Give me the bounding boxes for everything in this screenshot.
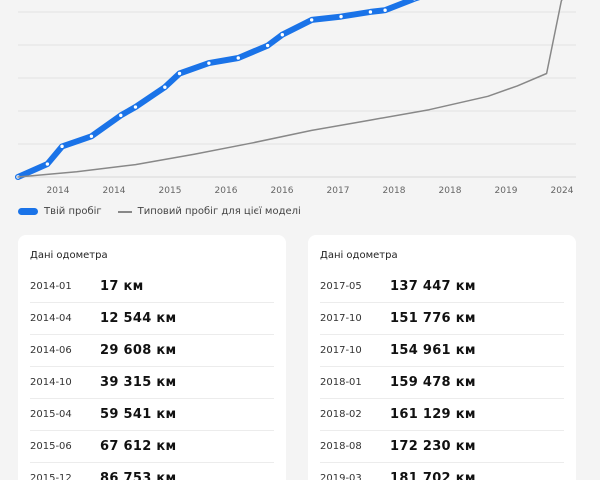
table-row: 2017-10 151 776 км: [320, 303, 564, 335]
legend-swatch-typical: [117, 210, 132, 213]
row-date: 2019-03: [320, 473, 362, 480]
table-row: 2017-10 154 961 км: [320, 335, 564, 367]
table-row: 2018-01 159 478 км: [320, 367, 564, 399]
data-point: [132, 104, 139, 110]
row-date: 2015-12: [30, 473, 72, 480]
data-point: [59, 143, 65, 150]
x-tick-label: 2016: [271, 186, 294, 196]
row-date: 2017-10: [320, 313, 362, 324]
x-tick-label: 2014: [103, 186, 126, 196]
x-tick-label: 2024: [551, 186, 574, 196]
mileage-chart-svg: 2014 2014 2015 2016 2016 2017 2018 2018 2019 2024: [15, 0, 576, 196]
data-point: [382, 7, 388, 13]
x-tick-label: 2018: [383, 186, 406, 196]
card-title: Дані одометра: [320, 250, 398, 261]
row-date: 2017-10: [320, 345, 362, 356]
row-km: 86 753 км: [100, 471, 177, 480]
row-km: 59 541 км: [100, 407, 177, 422]
data-point: [44, 161, 51, 167]
row-km: 137 447 км: [390, 279, 476, 294]
table-row: 2014-10 39 315 км: [30, 367, 274, 399]
data-point: [338, 13, 344, 20]
row-km: 67 612 км: [100, 439, 177, 454]
data-point: [308, 17, 315, 23]
legend-label-typical: Типовий пробіг для цієї моделі: [137, 206, 301, 217]
table-row: 2014-04 12 544 км: [30, 303, 274, 335]
chart-legend: Твій пробіг Типовий пробіг для цієї моде…: [18, 206, 301, 217]
table-row: 2017-05 137 447 км: [320, 271, 564, 303]
row-km: 154 961 км: [390, 343, 476, 358]
table-row: 2019-03 181 702 км: [320, 463, 564, 480]
table-row: 2015-12 86 753 км: [30, 463, 274, 480]
row-date: 2014-04: [30, 313, 72, 324]
x-tick-label: 2017: [327, 186, 350, 196]
row-km: 151 776 км: [390, 311, 476, 326]
table-row: 2018-02 161 129 км: [320, 399, 564, 431]
odometer-card-left: Дані одометра 2014-01 17 км 2014-04 12 544…: [18, 235, 286, 480]
card-title: Дані одометра: [30, 250, 108, 261]
table-row: 2015-06 67 612 км: [30, 431, 274, 463]
series-line-user: [15, 0, 421, 180]
row-km: 12 544 км: [100, 311, 177, 326]
row-km: 159 478 км: [390, 375, 476, 390]
x-tick-label: 2019: [495, 186, 518, 196]
data-point: [412, 0, 417, 2]
data-point: [367, 9, 374, 15]
data-point: [235, 55, 241, 61]
data-point: [118, 112, 124, 119]
row-date: 2014-01: [30, 281, 72, 292]
row-date: 2018-01: [320, 377, 362, 388]
data-point: [264, 42, 271, 49]
data-point: [176, 70, 183, 77]
x-tick-label: 2014: [47, 186, 70, 196]
row-km: 161 129 км: [390, 407, 476, 422]
data-point: [162, 84, 168, 90]
table-row: 2015-04 59 541 км: [30, 399, 274, 431]
row-km: 17 км: [100, 279, 144, 294]
row-km: 39 315 км: [100, 375, 177, 390]
x-tick-label: 2016: [215, 186, 238, 196]
row-km: 172 230 км: [390, 439, 476, 454]
legend-label-user: Твій пробіг: [44, 206, 102, 217]
row-date: 2018-02: [320, 409, 362, 420]
table-row: 2018-08 172 230 км: [320, 431, 564, 463]
data-point: [88, 133, 95, 140]
mileage-chart: 2014 2014 2015 2016 2016 2017 2018 2018 2019 2024…: [0, 0, 600, 230]
row-km: 29 608 км: [100, 343, 177, 358]
row-date: 2015-04: [30, 409, 72, 420]
table-row: 2014-06 29 608 км: [30, 335, 274, 367]
row-date: 2014-06: [30, 345, 72, 356]
row-date: 2017-05: [320, 281, 362, 292]
data-point: [279, 32, 286, 38]
odometer-card-right: Дані одометра 2017-05 137 447 км 2017-10 1…: [308, 235, 576, 480]
row-km: 181 702 км: [390, 471, 476, 480]
row-date: 2015-06: [30, 441, 72, 452]
row-date: 2014-10: [30, 377, 72, 388]
x-tick-label: 2015: [159, 186, 182, 196]
x-tick-label: 2018: [439, 186, 462, 196]
series-line-typical: [17, 0, 563, 178]
row-date: 2018-08: [320, 441, 362, 452]
data-point: [206, 60, 212, 66]
legend-swatch-user: [18, 208, 38, 215]
table-row: 2014-01 17 км: [30, 271, 274, 303]
